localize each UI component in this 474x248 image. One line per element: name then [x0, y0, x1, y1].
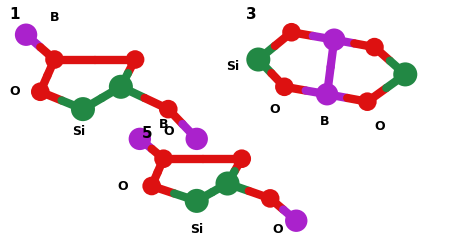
Text: Si: Si — [190, 223, 203, 236]
Text: B: B — [159, 119, 168, 131]
Point — [266, 196, 274, 200]
Point — [79, 107, 87, 111]
Point — [281, 85, 288, 89]
Point — [288, 30, 295, 34]
Point — [22, 33, 30, 37]
Text: 1: 1 — [9, 7, 20, 22]
Point — [193, 137, 201, 141]
Point — [224, 182, 231, 186]
Point — [136, 137, 144, 141]
Point — [255, 58, 262, 62]
Point — [148, 184, 155, 188]
Text: O: O — [9, 85, 20, 98]
Point — [164, 107, 172, 111]
Point — [117, 85, 125, 89]
Text: O: O — [374, 120, 384, 133]
Text: O: O — [163, 125, 173, 138]
Point — [51, 58, 58, 62]
Point — [292, 219, 300, 223]
Text: O: O — [270, 103, 280, 116]
Text: 3: 3 — [246, 7, 257, 22]
Point — [36, 90, 44, 94]
Point — [371, 45, 378, 49]
Point — [330, 38, 338, 42]
Point — [238, 157, 246, 161]
Point — [323, 92, 331, 96]
Text: O: O — [118, 180, 128, 192]
Text: B: B — [320, 115, 329, 128]
Text: Si: Si — [72, 125, 85, 138]
Point — [160, 157, 167, 161]
Text: O: O — [272, 223, 283, 236]
Point — [401, 72, 409, 76]
Text: 5: 5 — [142, 126, 153, 141]
Text: Si: Si — [226, 61, 239, 73]
Point — [364, 100, 371, 104]
Text: B: B — [50, 11, 59, 24]
Point — [131, 58, 139, 62]
Point — [193, 199, 201, 203]
